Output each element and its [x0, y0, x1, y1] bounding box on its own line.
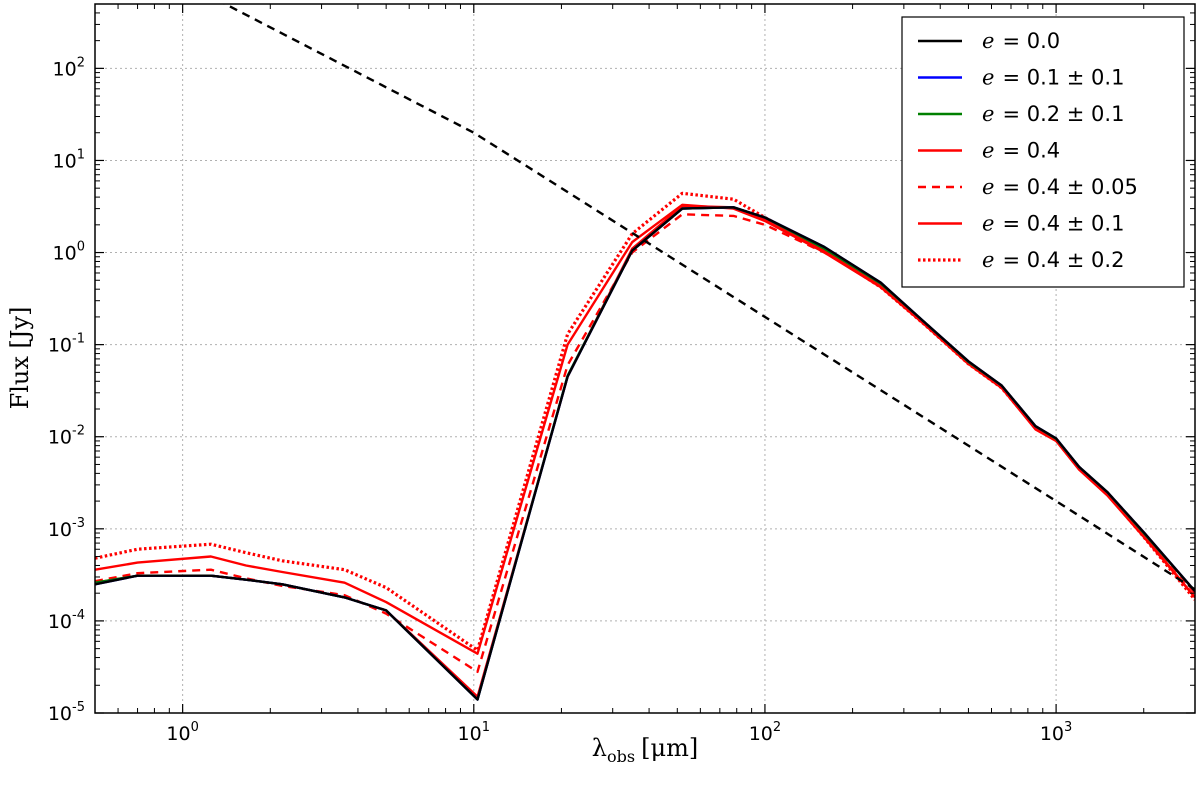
- legend-entry-value: = 0.4 ± 0.05: [1002, 175, 1137, 199]
- y-tick-label: 10-1: [48, 332, 85, 357]
- legend-frame: [901, 16, 1185, 288]
- legend-entry: e = 0.4 ± 0.1: [982, 212, 1124, 236]
- series-line-6: [95, 206, 1195, 701]
- x-axis-label-symbol: λ: [592, 734, 607, 762]
- x-tick-label: 101: [458, 720, 490, 745]
- y-tick-base: 10: [53, 58, 77, 80]
- x-tick-base: 10: [458, 723, 482, 745]
- legend-entry-symbol: e: [982, 212, 994, 236]
- x-tick-base: 10: [749, 723, 773, 745]
- x-axis-label: λobs [μm]: [592, 734, 698, 766]
- y-tick-base: 10: [53, 243, 77, 265]
- legend-entry-symbol: e: [982, 248, 994, 272]
- x-tick-base: 10: [1040, 723, 1064, 745]
- x-tick-label: 103: [1040, 720, 1072, 745]
- legend-entry: e = 0.4 ± 0.2: [982, 248, 1124, 272]
- legend-entry: e = 0.2 ± 0.1: [982, 102, 1124, 126]
- y-tick-exponent: 2: [77, 55, 85, 70]
- y-tick-label: 10-5: [48, 700, 85, 725]
- legend-entry-value: = 0.2 ± 0.1: [1002, 102, 1124, 126]
- y-tick-base: 10: [48, 519, 72, 541]
- y-tick-label: 10-4: [48, 608, 85, 633]
- legend-entry-symbol: e: [982, 175, 994, 199]
- y-tick-exponent: -3: [72, 516, 85, 531]
- legend-entry-symbol: e: [982, 29, 994, 53]
- legend-entry-value: = 0.1 ± 0.1: [1002, 66, 1124, 90]
- legend-entry-value: = 0.0: [1002, 29, 1060, 53]
- y-tick-base: 10: [48, 335, 72, 357]
- legend-entry: e = 0.4 ± 0.05: [982, 175, 1138, 199]
- series-line-0: [95, 191, 1195, 652]
- y-tick-label: 101: [53, 147, 85, 172]
- x-axis-label-subscript: obs: [607, 747, 635, 766]
- y-tick-label: 100: [53, 240, 85, 265]
- series-lines: [95, 4, 1195, 701]
- y-tick-exponent: -1: [72, 332, 85, 347]
- legend-entry-symbol: e: [982, 66, 994, 90]
- x-tick-exponent: 2: [773, 720, 781, 735]
- y-tick-exponent: -4: [72, 608, 85, 623]
- legend-entry-value: = 0.4: [1002, 139, 1060, 163]
- x-tick-label: 100: [166, 720, 198, 745]
- y-tick-base: 10: [48, 611, 72, 633]
- y-tick-base: 10: [48, 703, 72, 725]
- legend: e = 0.0 e = 0.1 ± 0.1 e = 0.2 ± 0.1 e = 0.4 e = 0…: [901, 16, 1185, 288]
- legend-entry-symbol: e: [982, 102, 994, 126]
- legend-entry-value: = 0.4 ± 0.2: [1002, 248, 1124, 272]
- legend-entry: e = 0.4: [982, 139, 1060, 163]
- x-tick-label: 102: [749, 720, 781, 745]
- x-tick-exponent: 3: [1064, 720, 1072, 735]
- y-tick-exponent: 0: [77, 240, 85, 255]
- y-tick-exponent: -5: [72, 700, 85, 715]
- x-tick-base: 10: [166, 723, 190, 745]
- y-axis-label: Flux [Jy]: [6, 307, 34, 410]
- x-tick-exponent: 1: [482, 720, 490, 735]
- axis-ticks: 100 101 102 10310-510-410-310-210-110010110…: [48, 4, 1195, 745]
- x-axis-label-unit: [μm]: [641, 734, 698, 762]
- y-tick-label: 10-2: [48, 424, 85, 449]
- y-tick-base: 10: [48, 427, 72, 449]
- legend-entry-value: = 0.4 ± 0.1: [1002, 212, 1124, 236]
- y-tick-label: 102: [53, 55, 85, 80]
- legend-entry: e = 0.1 ± 0.1: [982, 66, 1124, 90]
- y-tick-exponent: 1: [77, 147, 85, 162]
- y-tick-base: 10: [53, 150, 77, 172]
- legend-entry: e = 0.0: [982, 29, 1060, 53]
- y-tick-label: 10-3: [48, 516, 85, 541]
- x-tick-exponent: 0: [191, 720, 199, 735]
- y-tick-exponent: -2: [72, 424, 85, 439]
- legend-entry-symbol: e: [982, 139, 994, 163]
